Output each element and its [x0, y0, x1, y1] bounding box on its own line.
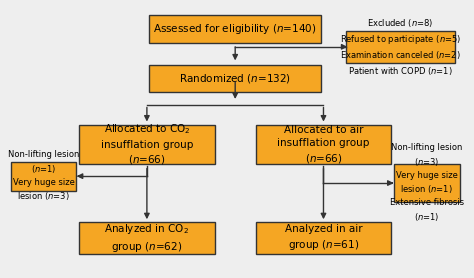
Text: Allocated to CO$_2$
insufflation group
($n$=66): Allocated to CO$_2$ insufflation group (…	[100, 123, 193, 167]
Text: Allocated to air
insufflation group
($n$=66): Allocated to air insufflation group ($n$…	[277, 125, 370, 165]
Text: Analyzed in CO$_2$
group ($n$=62): Analyzed in CO$_2$ group ($n$=62)	[104, 222, 189, 254]
FancyBboxPatch shape	[11, 162, 76, 191]
FancyBboxPatch shape	[255, 222, 392, 254]
FancyBboxPatch shape	[149, 65, 321, 92]
Text: Analyzed in air
group ($n$=61): Analyzed in air group ($n$=61)	[285, 224, 362, 252]
Text: Assessed for eligibility ($n$=140): Assessed for eligibility ($n$=140)	[154, 22, 317, 36]
FancyBboxPatch shape	[255, 125, 392, 165]
FancyBboxPatch shape	[394, 165, 460, 202]
FancyBboxPatch shape	[149, 15, 321, 43]
Text: Non-lifting lesion
($n$=1)
Very huge size
lesion ($n$=3): Non-lifting lesion ($n$=1) Very huge siz…	[8, 150, 79, 202]
FancyBboxPatch shape	[79, 125, 215, 165]
Text: Randomized ($n$=132): Randomized ($n$=132)	[179, 72, 291, 85]
FancyBboxPatch shape	[79, 222, 215, 254]
FancyBboxPatch shape	[346, 31, 455, 63]
Text: Excluded ($n$=8)
Refused to participate ($n$=5)
Examination canceled ($n$=2)
Pat: Excluded ($n$=8) Refused to participate …	[340, 17, 461, 77]
Text: Non-lifting lesion
($n$=3)
Very huge size
lesion ($n$=1)
Extensive fibrosis
($n$: Non-lifting lesion ($n$=3) Very huge siz…	[390, 143, 464, 223]
